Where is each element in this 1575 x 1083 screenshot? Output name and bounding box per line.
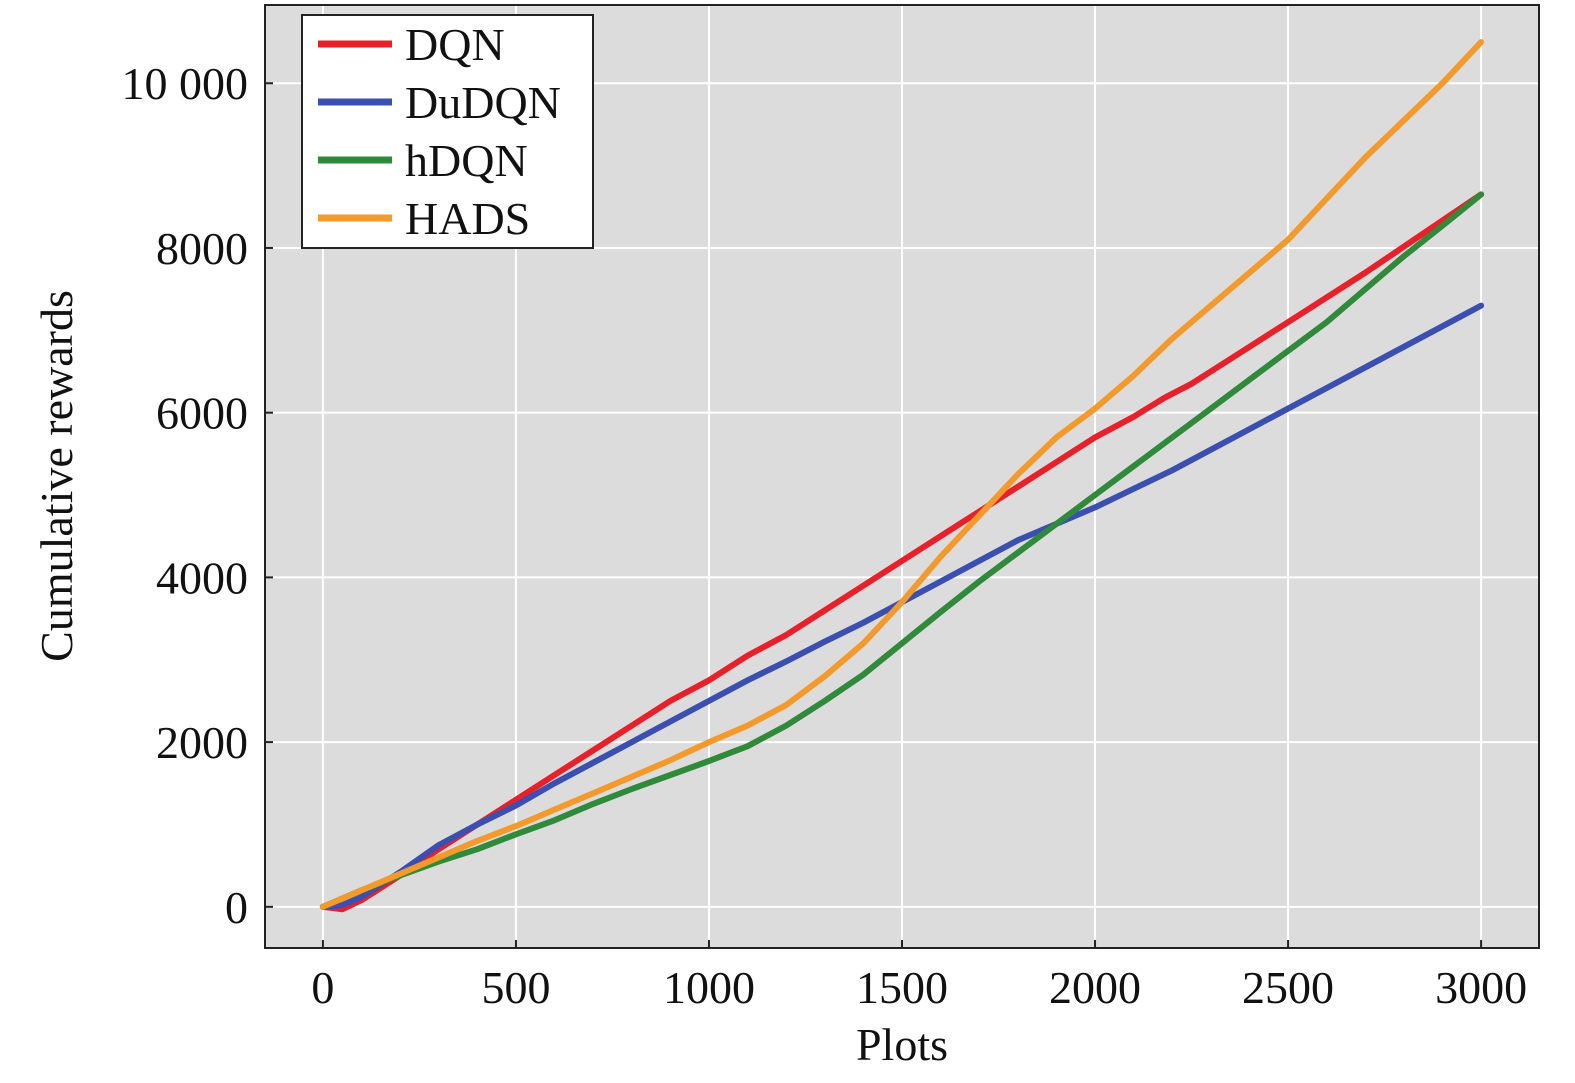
x-axis-label: Plots bbox=[856, 1019, 948, 1070]
series-line-hdqn bbox=[319, 191, 1485, 910]
grid-lines bbox=[265, 5, 1539, 948]
legend: DQN DuDQN hDQN HADS bbox=[301, 14, 594, 249]
legend-label-dqn: DQN bbox=[405, 19, 505, 70]
series-line-hads bbox=[319, 39, 1485, 910]
legend-box bbox=[301, 14, 594, 249]
y-axis: 0 2000 4000 6000 8000 10 000 bbox=[122, 58, 273, 933]
y-tick-label: 10 000 bbox=[122, 58, 249, 109]
x-tick-label: 2500 bbox=[1242, 962, 1334, 1013]
legend-label-hdqn: hDQN bbox=[405, 135, 528, 186]
x-tick-label: 0 bbox=[311, 962, 334, 1013]
legend-label-dudqn: DuDQN bbox=[405, 77, 561, 128]
y-tick-label: 2000 bbox=[156, 717, 248, 768]
x-tick-label: 1500 bbox=[856, 962, 948, 1013]
x-axis: 0 500 1000 1500 2000 2500 3000 bbox=[311, 940, 1527, 1013]
x-tick-label: 2000 bbox=[1049, 962, 1141, 1013]
y-tick-label: 6000 bbox=[156, 388, 248, 439]
x-tick-label: 1000 bbox=[663, 962, 755, 1013]
y-axis-label: Cumulative rewards bbox=[31, 290, 82, 662]
y-tick-label: 0 bbox=[225, 882, 248, 933]
series-line-dudqn bbox=[319, 302, 1485, 910]
y-tick-label: 4000 bbox=[156, 552, 248, 603]
x-tick-label: 500 bbox=[481, 962, 550, 1013]
series-lines bbox=[319, 39, 1485, 913]
y-tick-label: 8000 bbox=[156, 223, 248, 274]
legend-label-hads: HADS bbox=[405, 193, 530, 244]
x-tick-label: 3000 bbox=[1435, 962, 1527, 1013]
